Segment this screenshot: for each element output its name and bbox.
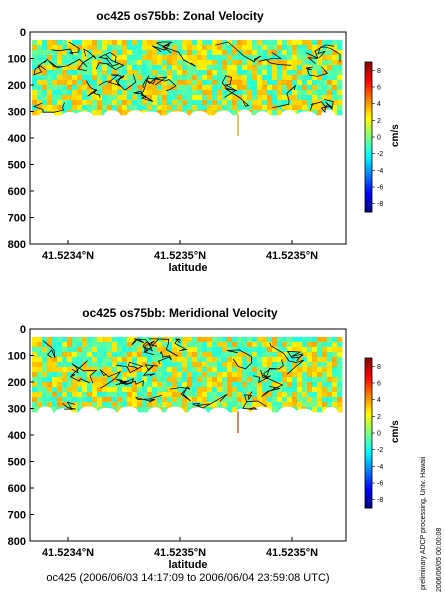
zonal-xtick-label: 41.5234°N — [42, 250, 94, 262]
meridional-ytick-label: 0 — [20, 324, 26, 336]
zonal-colorbar-unit: cm/s — [390, 124, 401, 147]
zonal-ytick-label: 300 — [8, 107, 26, 119]
zonal-ytick-label: 100 — [8, 54, 26, 66]
zonal-ytick-label: 600 — [8, 186, 26, 198]
meridional-colorbar — [364, 357, 375, 509]
zonal-ytick-label: 700 — [8, 213, 26, 225]
meridional-ytick-label: 800 — [8, 536, 26, 548]
meridional-chart-title: oc425 os75bb: Meridional Velocity — [82, 306, 278, 320]
zonal-colorbar-tick: -8 — [377, 201, 383, 208]
meridional-xtick-label: 41.5235°N — [266, 547, 318, 559]
zonal-colorbar-tick: -4 — [377, 168, 383, 175]
zonal-chart-title: oc425 os75bb: Zonal Velocity — [96, 9, 264, 23]
zonal-ytick-label: 0 — [20, 27, 26, 39]
meridional-xtick-label: 41.5234°N — [42, 547, 94, 559]
zonal-colorbar-tick: 0 — [377, 135, 381, 142]
zonal-ytick-label: 400 — [8, 133, 26, 145]
zonal-colorbar — [364, 61, 375, 213]
zonal-xtick-label: 41.5235°N — [266, 250, 318, 262]
meridional-ytick-label: 200 — [8, 377, 26, 389]
zonal-colorbar-tick: 6 — [377, 85, 381, 92]
meridional-ytick-label: 500 — [8, 457, 26, 469]
meridional-colorbar-tick: -6 — [377, 481, 383, 488]
zonal-velocity-field — [32, 39, 343, 123]
zonal-colorbar-tick: -6 — [377, 185, 383, 192]
zonal-x-axis-label: latitude — [168, 262, 207, 274]
plot-date: 2006/06/05 00:00:08 — [436, 527, 443, 592]
meridional-colorbar-tick: -8 — [377, 497, 383, 504]
meridional-colorbar-tick: -4 — [377, 464, 383, 471]
meridional-ytick-label: 100 — [8, 351, 26, 363]
zonal-colorbar-tick: 2 — [377, 118, 381, 125]
zonal-ytick-label: 500 — [8, 160, 26, 172]
meridional-ytick-label: 400 — [8, 430, 26, 442]
meridional-ytick-label: 600 — [8, 483, 26, 495]
zonal-colorbar-tick: 8 — [377, 68, 381, 75]
meridional-colorbar-unit: cm/s — [390, 420, 401, 443]
meridional-velocity-field — [32, 336, 343, 420]
meridional-ytick-label: 700 — [8, 510, 26, 522]
zonal-ytick-label: 200 — [8, 80, 26, 92]
meridional-xtick-label: 41.5235°N — [154, 547, 206, 559]
meridional-colorbar-tick: 0 — [377, 431, 381, 438]
meridional-colorbar-tick: 4 — [377, 397, 381, 404]
meridional-x-axis-label: latitude — [168, 559, 207, 571]
meridional-colorbar-tick: 6 — [377, 381, 381, 388]
meridional-colorbar-tick: -2 — [377, 447, 383, 454]
zonal-colorbar-tick: -2 — [377, 151, 383, 158]
zonal-colorbar-tick: 4 — [377, 101, 381, 108]
processing-note: preliminary ADCP processing, Univ. Hawai… — [420, 456, 427, 590]
zonal-ytick-label: 800 — [8, 239, 26, 251]
zonal-xtick-label: 41.5235°N — [154, 250, 206, 262]
meridional-colorbar-tick: 8 — [377, 364, 381, 371]
meridional-ytick-label: 300 — [8, 404, 26, 416]
meridional-colorbar-tick: 2 — [377, 414, 381, 421]
time-range-footer: oc425 (2006/06/03 14:17:09 to 2006/06/04… — [46, 572, 330, 584]
